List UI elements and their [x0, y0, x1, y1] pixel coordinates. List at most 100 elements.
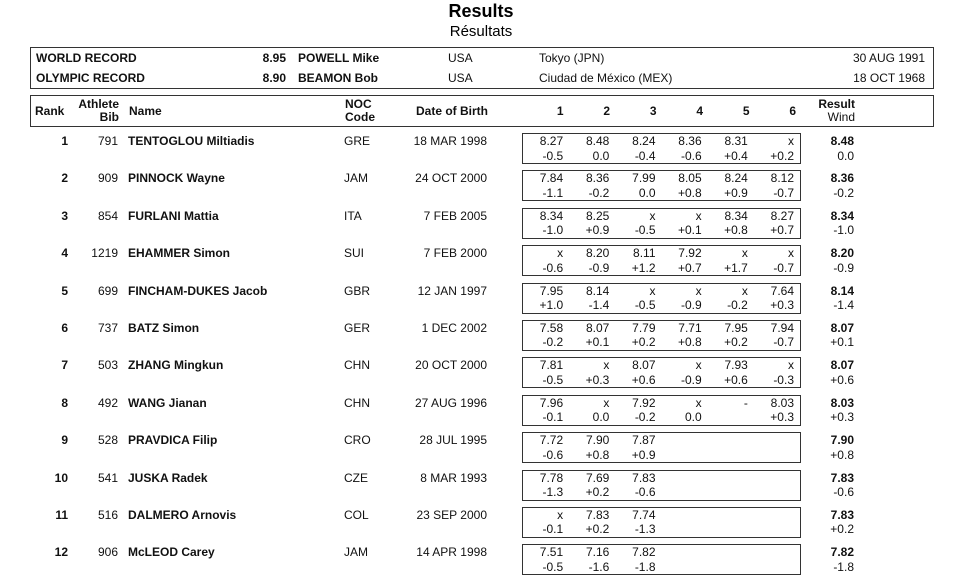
noc-cell: CHN — [344, 395, 370, 410]
result-wind-value: +0.8 — [830, 447, 854, 462]
row-filler — [862, 245, 934, 276]
bib-header: Athlete Bib — [76, 98, 121, 124]
rank-cell: 8 — [61, 395, 68, 410]
noc-header: NOC Code — [343, 98, 401, 124]
attempt-5-wind — [708, 448, 754, 463]
result-wind-value: +0.3 — [830, 410, 854, 425]
attempt-2-wind: -1.6 — [588, 559, 610, 574]
attempt-3-wind: -0.6 — [634, 485, 656, 500]
rank-cell: 4 — [61, 246, 68, 261]
attempt-3-mark: 8.24 — [632, 134, 656, 148]
attempt-2-wind: +0.2 — [585, 485, 610, 500]
rank-cell: 6 — [61, 320, 68, 335]
attempt-3-wind: 0.0 — [638, 185, 656, 200]
attempt-3-mark: 7.82 — [632, 545, 656, 560]
dob-header: Date of Birth — [416, 104, 488, 118]
attempt-4-wind: +0.7 — [677, 260, 702, 275]
attempt-4-mark — [662, 471, 708, 486]
attempt-6-mark — [754, 471, 800, 486]
result-wind-value: +0.2 — [830, 522, 854, 537]
attempt-6-mark: x — [788, 358, 794, 373]
result-value: 8.03 — [830, 395, 854, 410]
dob-cell: 14 APR 1998 — [416, 545, 487, 560]
attempt-1-mark: 7.58 — [539, 320, 564, 335]
table-row: 12 906 McLEOD Carey JAM 14 APR 1998 7.51… — [30, 544, 934, 576]
result-value: 8.48 — [830, 134, 854, 148]
record-location: Ciudad de México (MEX) — [539, 71, 673, 85]
bib-cell: 854 — [97, 208, 118, 223]
result-cell: 7.83 +0.2 — [801, 507, 862, 538]
rank-header: Rank — [35, 104, 65, 118]
attempt-3-wind: -0.4 — [634, 148, 656, 163]
result-value: 7.83 — [830, 470, 854, 485]
attempt-2-wind: +0.1 — [585, 335, 610, 350]
attempt-3-wind: -0.5 — [634, 298, 656, 313]
attempt-3-header: 3 — [649, 104, 657, 118]
attempt-4-mark: x — [695, 208, 702, 223]
attempt-1-mark: 8.27 — [539, 134, 564, 148]
attempt-6-wind: +0.3 — [770, 410, 794, 425]
attempt-2-mark: x — [603, 358, 610, 373]
row-spacer — [489, 470, 522, 501]
attempt-6-mark — [754, 508, 800, 523]
attempt-3-mark: 8.11 — [633, 246, 656, 261]
attempt-2-wind: +0.8 — [585, 447, 610, 462]
attempt-4-header: 4 — [696, 104, 703, 118]
row-spacer — [489, 544, 522, 575]
attempt-1-mark: 7.81 — [539, 358, 564, 373]
name-cell: McLEOD Carey — [128, 545, 215, 560]
dob-cell: 1 DEC 2002 — [421, 320, 487, 335]
attempt-5-mark: x — [741, 283, 748, 298]
row-spacer — [489, 432, 522, 463]
attempt-5-wind: +1.7 — [724, 260, 748, 275]
result-header: Result Wind — [802, 98, 863, 124]
attempt-2-wind: 0.0 — [592, 148, 610, 163]
row-filler — [862, 357, 934, 388]
noc-cell: CZE — [344, 470, 368, 485]
attempt-4-wind — [662, 485, 708, 500]
record-athlete: BEAMON Bob — [298, 71, 378, 85]
attempt-4-mark: 7.71 — [678, 320, 702, 335]
results-rows: 1 791 TENTOGLOU Miltiadis GRE 18 MAR 199… — [30, 133, 934, 576]
name-cell: PRAVDICA Filip — [128, 433, 218, 448]
attempt-3-mark: 7.87 — [632, 433, 656, 448]
row-spacer — [489, 357, 522, 388]
attempt-3-wind: -0.5 — [634, 223, 656, 238]
attempt-4-wind: -0.9 — [680, 372, 702, 387]
rank-cell: 5 — [61, 283, 68, 298]
result-wind-value: -1.4 — [833, 298, 854, 313]
dob-cell: 20 OCT 2000 — [415, 358, 487, 373]
result-header-line1: Result — [818, 97, 855, 111]
attempts-box: 7.96 x 7.92 x - 8.03 -0.1 0.0 -0.2 0.0 +… — [522, 394, 801, 426]
attempt-2-mark: 8.20 — [585, 246, 610, 261]
result-wind-value: -0.6 — [833, 485, 854, 500]
dob-cell: 23 SEP 2000 — [416, 507, 487, 522]
attempt-4-mark: x — [695, 358, 702, 373]
table-row: 7 503 ZHANG Mingkun CHN 20 OCT 2000 7.81… — [30, 357, 934, 389]
attempt-3-mark: x — [649, 283, 656, 298]
attempts-box: x 8.20 8.11 7.92 x x -0.6 -0.9 +1.2 +0.7… — [522, 245, 801, 277]
world-record-row: WORLD RECORD 8.95 POWELL Mike USA Tokyo … — [31, 48, 933, 68]
result-cell: 8.07 +0.6 — [801, 357, 862, 388]
bib-cell: 699 — [97, 283, 118, 298]
rank-cell: 9 — [61, 433, 68, 448]
attempt-5-wind — [708, 522, 754, 537]
attempt-5-wind: +0.8 — [724, 223, 748, 238]
table-row: 11 516 DALMERO Arnovis COL 23 SEP 2000 x… — [30, 506, 934, 538]
attempt-2-wind: +0.3 — [585, 372, 610, 387]
result-value: 7.83 — [830, 507, 854, 522]
noc-cell: JAM — [344, 545, 368, 560]
attempt-6-mark — [754, 433, 800, 448]
attempt-5-wind — [708, 410, 754, 425]
name-cell: BATZ Simon — [128, 320, 200, 335]
row-spacer — [489, 283, 522, 314]
result-wind-value: -1.8 — [833, 559, 854, 574]
dob-cell: 27 AUG 1996 — [414, 395, 487, 410]
attempt-6-wind: +0.3 — [770, 298, 794, 313]
attempt-6-wind: -0.7 — [773, 260, 794, 275]
attempt-3-wind: -1.8 — [634, 559, 656, 574]
name-header: Name — [129, 104, 162, 118]
attempt-2-wind: 0.0 — [592, 410, 610, 425]
result-value: 8.07 — [830, 358, 854, 373]
